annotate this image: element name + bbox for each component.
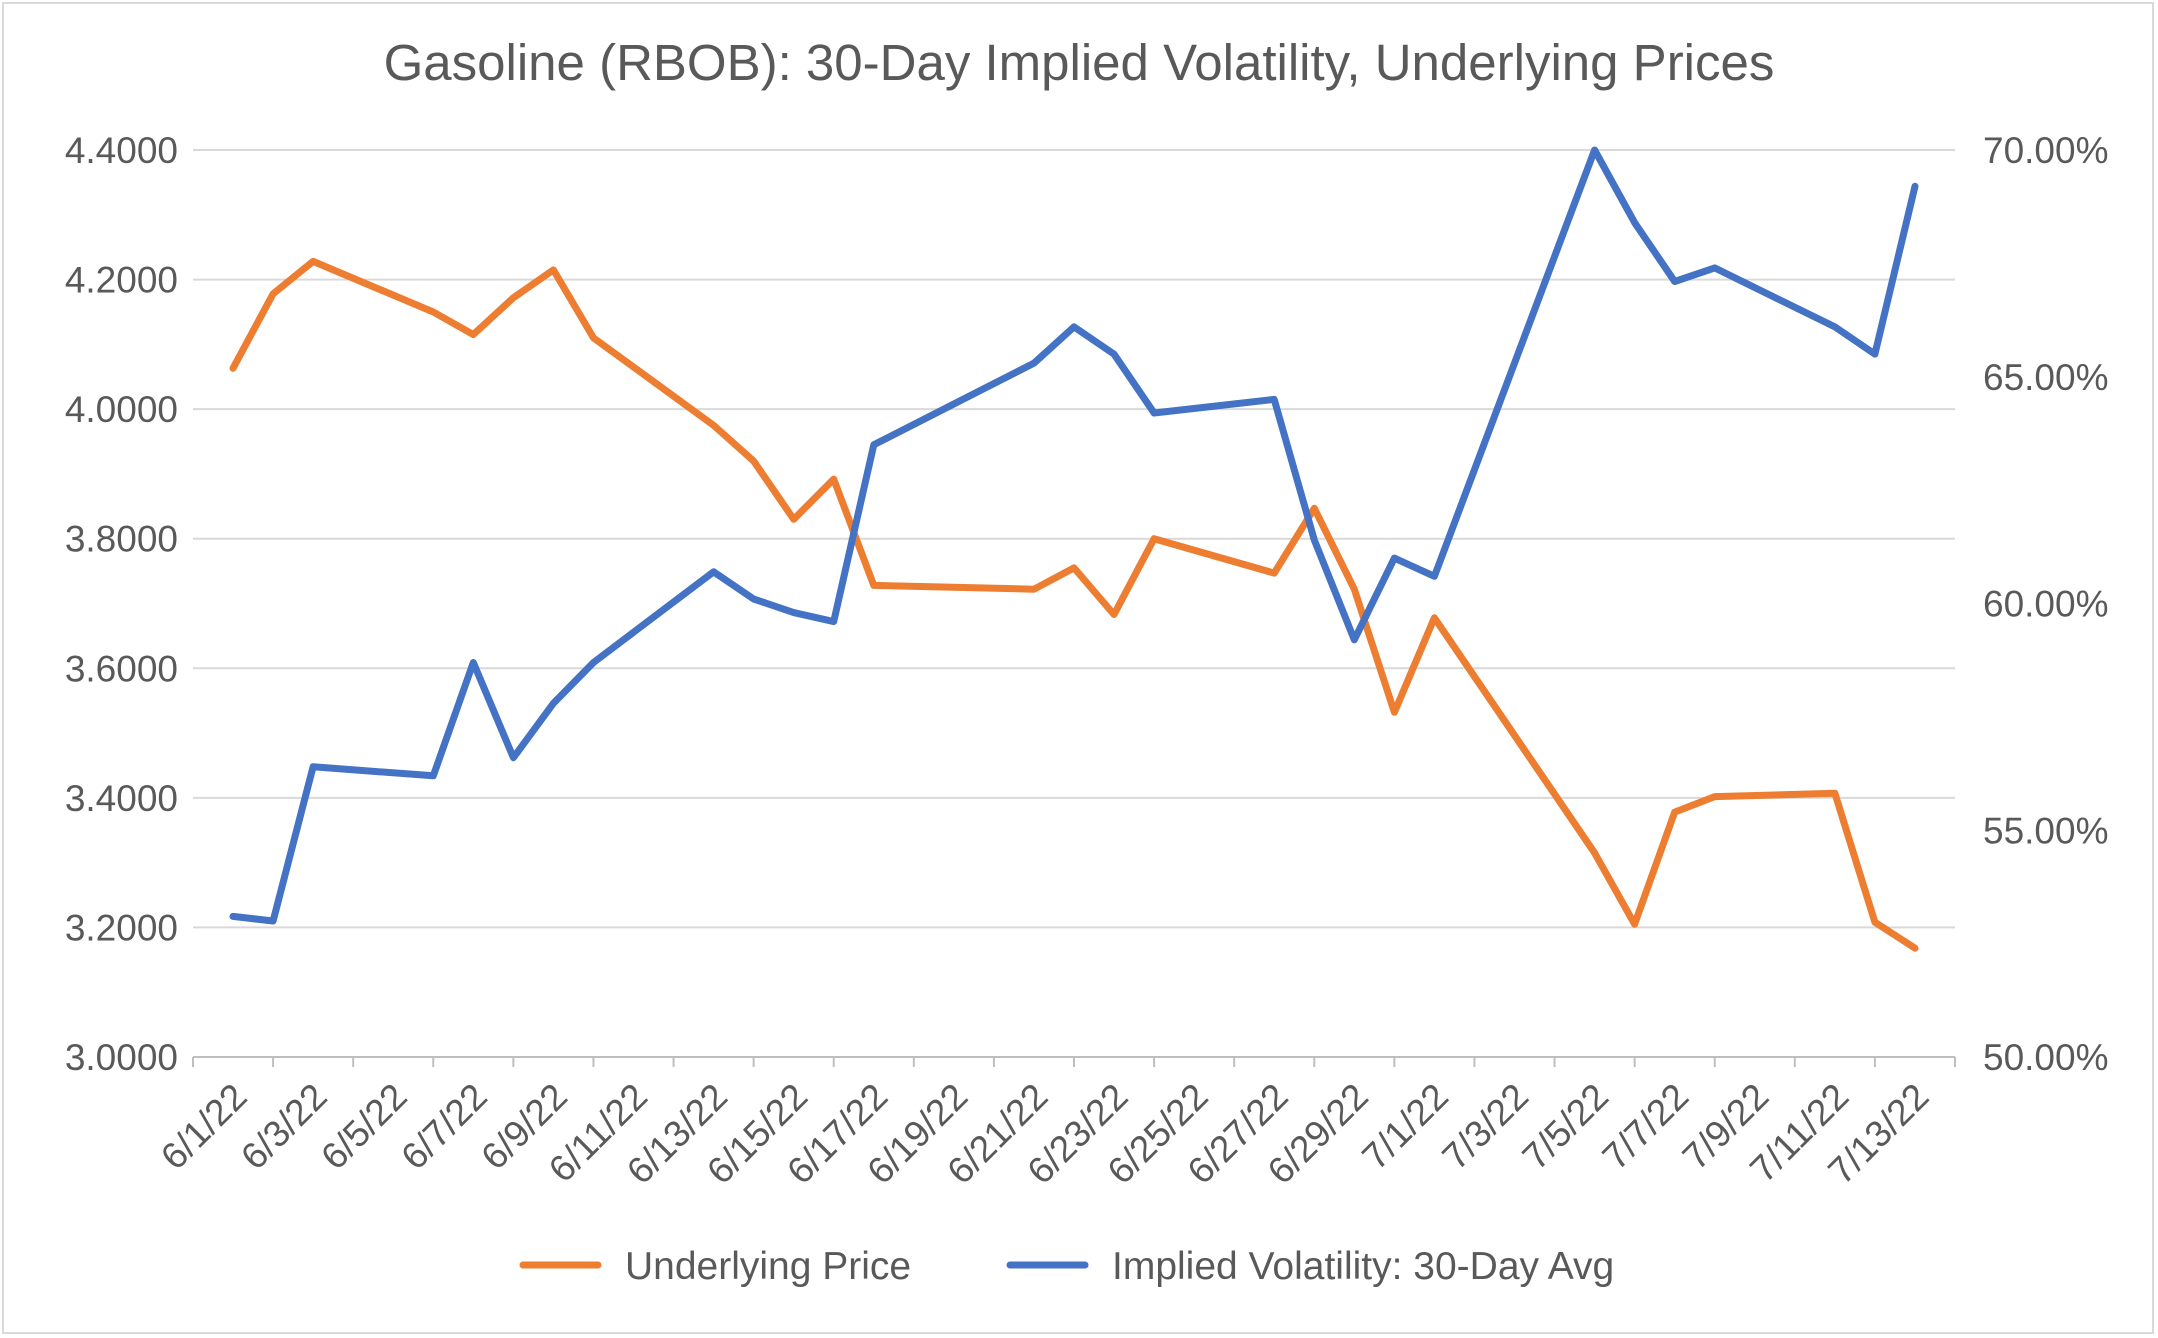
x-tick-label: 6/7/22 — [393, 1076, 495, 1178]
plot-area — [229, 146, 1919, 952]
y-left-tick-label: 4.0000 — [65, 389, 178, 430]
y-left-tick-label: 3.6000 — [65, 648, 178, 689]
x-axis: 6/1/226/3/226/5/226/7/226/9/226/11/226/1… — [153, 1057, 1956, 1192]
x-tick-label: 6/1/22 — [153, 1076, 255, 1178]
y-right-tick-label: 70.00% — [1983, 130, 2109, 171]
gridlines — [193, 149, 1955, 1058]
y-left-tick-label: 3.0000 — [65, 1037, 178, 1078]
x-tick-label: 6/3/22 — [233, 1076, 335, 1178]
y-left-tick-label: 4.2000 — [65, 260, 178, 301]
chart-title: Gasoline (RBOB): 30-Day Implied Volatili… — [384, 34, 1775, 91]
series-line-underlying-price — [229, 257, 1919, 952]
legend-label: Underlying Price — [625, 1245, 911, 1288]
y-left-tick-label: 4.4000 — [65, 130, 178, 171]
x-tick-label: 7/5/22 — [1515, 1076, 1617, 1178]
y-left-tick-label: 3.2000 — [65, 907, 178, 948]
x-tick-label: 6/5/22 — [313, 1076, 415, 1178]
y-right-tick-label: 50.00% — [1983, 1037, 2109, 1078]
y-right-tick-label: 55.00% — [1983, 810, 2109, 851]
legend-label: Implied Volatility: 30-Day Avg — [1112, 1245, 1614, 1288]
y-left-tick-label: 3.8000 — [65, 519, 178, 560]
y-right-tick-label: 65.00% — [1983, 357, 2109, 398]
series-line-implied-volatility — [229, 146, 1919, 925]
y-right-tick-label: 60.00% — [1983, 584, 2109, 625]
x-tick-label: 7/7/22 — [1595, 1076, 1697, 1178]
y-axis-left: 3.0000 3.2000 3.4000 3.6000 3.8000 4.0000 4.20… — [65, 130, 178, 1078]
y-left-tick-label: 3.4000 — [65, 778, 178, 819]
legend: Underlying Price Implied Volatility: 30-D… — [519, 1245, 1614, 1288]
x-tick-label: 7/3/22 — [1434, 1076, 1536, 1178]
y-axis-right: 50.00% 55.00% 60.00% 65.00% 70.00% — [1983, 130, 2109, 1078]
x-tick-label: 7/1/22 — [1354, 1076, 1456, 1178]
